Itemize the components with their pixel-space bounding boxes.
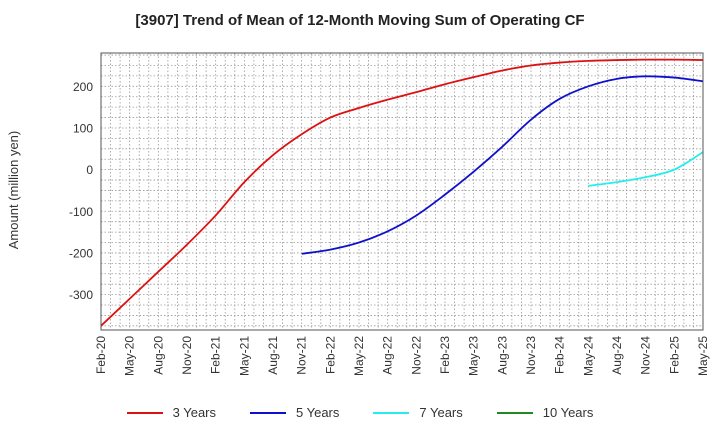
x-tick-label: May-21 [237, 336, 251, 376]
x-tick-label: May-22 [352, 336, 366, 376]
x-tick-label: May-23 [467, 336, 481, 376]
legend-item-5-years: 5 Years [250, 405, 339, 420]
x-tick-label: Aug-20 [151, 336, 165, 375]
plot-area [101, 53, 703, 330]
x-tick-label: Nov-21 [295, 336, 309, 375]
x-tick-label: May-24 [581, 336, 595, 376]
y-tick-label: 0 [86, 163, 93, 177]
chart-title: [3907] Trend of Mean of 12-Month Moving … [135, 12, 585, 29]
legend-swatch [250, 411, 286, 414]
x-tick-label: Aug-24 [610, 336, 624, 375]
y-tick-labels: 200 100 0 -100 -200 -300 [69, 80, 93, 302]
series-line-7-years [588, 151, 704, 187]
y-tick-label: -300 [69, 288, 93, 302]
legend-swatch [373, 411, 410, 414]
y-tick-label: -200 [69, 246, 93, 260]
x-tick-labels: Feb-20 May-20 Aug-20 Nov-20 Feb-21 May-21 Aug-… [94, 336, 710, 376]
x-tick-label: Nov-22 [409, 336, 423, 375]
x-tick-label: Feb-22 [323, 336, 337, 374]
legend-item-10-years: 10 Years [496, 405, 594, 420]
x-tick-label: Aug-23 [495, 336, 509, 375]
x-tick-label: Feb-21 [209, 336, 223, 374]
x-tick-label: Feb-20 [94, 336, 108, 374]
x-tick-label: Feb-24 [553, 336, 567, 374]
legend-label: 3 Years [172, 405, 216, 420]
x-tick-label: May-20 [123, 336, 137, 376]
y-tick-label: -100 [69, 205, 93, 219]
series-lines [100, 58, 704, 327]
x-tick-label: Feb-23 [438, 336, 452, 374]
legend-label: 5 Years [296, 405, 340, 420]
legend: 3 Years 5 Years 7 Years 10 Years [0, 405, 720, 420]
legend-label: 7 Years [419, 405, 463, 420]
legend-swatch [496, 411, 533, 414]
legend-label: 10 Years [542, 405, 594, 420]
grid-lines [101, 53, 703, 330]
x-tick-label: Nov-24 [639, 336, 653, 375]
legend-item-3-years: 3 Years [126, 405, 216, 420]
x-tick-label: May-25 [696, 336, 710, 376]
x-tick-label: Nov-20 [180, 336, 194, 375]
x-tick-label: Aug-22 [381, 336, 395, 375]
x-tick-label: Feb-25 [667, 336, 681, 374]
x-tick-label: Aug-21 [266, 336, 280, 375]
series-line-3-years [100, 58, 704, 327]
legend-swatch [126, 411, 163, 414]
y-tick-label: 200 [73, 80, 93, 94]
y-tick-label: 100 [73, 121, 93, 135]
plot-frame [100, 52, 704, 331]
legend-item-7-years: 7 Years [373, 405, 463, 420]
x-tick-label: Nov-23 [524, 336, 538, 375]
series-line-5-years [301, 75, 704, 255]
